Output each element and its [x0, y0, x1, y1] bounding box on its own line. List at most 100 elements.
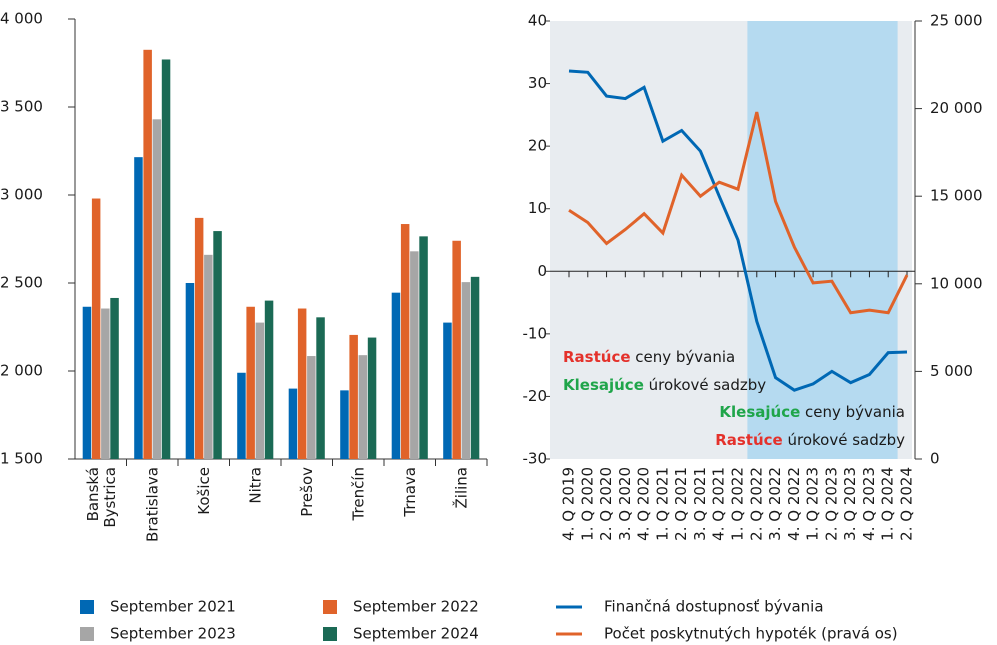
y-tick-label: 10 [528, 199, 547, 217]
x-tick-label: BanskáBystrica [83, 467, 118, 528]
bar [452, 240, 461, 459]
bar [349, 334, 358, 459]
y2-tick-label: 0 [930, 450, 940, 468]
annotation-part: Rastúce [715, 431, 783, 449]
bar [143, 49, 152, 460]
x-tick-label: Prešov [297, 467, 315, 517]
x-tick-label: Žilina [451, 467, 470, 508]
annotation: Rastúce ceny bývania [563, 348, 735, 366]
x-tick-label: 4. Q 2022 [785, 467, 803, 541]
annotation-part: ceny bývania [800, 403, 905, 421]
bar [185, 283, 195, 459]
bar [443, 322, 452, 459]
y-tick-label: -30 [523, 450, 548, 468]
annotation-part: úrokové sadzby [644, 376, 766, 394]
y-tick-label: 1 500 [0, 450, 43, 468]
x-tick-label: 4. Q 2023 [860, 467, 878, 541]
y-tick-label: 2 500 [0, 274, 43, 292]
y-tick-label: 30 [528, 74, 547, 92]
legend-swatch [80, 627, 94, 641]
x-tick-label: Trnava [400, 467, 418, 518]
label-line: Trnava [400, 467, 418, 518]
bar [391, 292, 401, 459]
bar [91, 198, 101, 459]
bar [134, 157, 143, 459]
y-tick-label: -10 [523, 324, 548, 342]
legend-label: Finančná dostupnosť bývania [604, 598, 824, 616]
x-tick-label: Nitra [246, 467, 264, 504]
y2-tick-label: 15 000 [930, 187, 983, 205]
bar [316, 317, 325, 459]
shaded-region [747, 21, 898, 459]
bar [400, 224, 410, 459]
y-tick-label: 3 000 [0, 186, 43, 204]
x-tick-label: 2. Q 2023 [822, 467, 840, 541]
legend-label: September 2023 [110, 625, 236, 643]
legend-swatch [323, 627, 337, 641]
annotation: Klesajúce úrokové sadzby [563, 376, 766, 394]
bar [288, 388, 298, 459]
line [568, 69, 908, 392]
annotation-part: Klesajúce [563, 376, 644, 394]
legend-label: Počet poskytnutých hypoték (pravá os) [604, 625, 898, 643]
y-tick-label: 20 [528, 137, 547, 155]
annotation: Klesajúce ceny bývania [719, 403, 905, 421]
label-line: Trenčín [349, 467, 367, 521]
x-tick-label: 2. Q 2020 [597, 467, 615, 541]
x-tick-label: 1. Q 2020 [578, 467, 596, 541]
label-line: Banská [83, 467, 101, 521]
bar [358, 355, 368, 459]
bar [204, 254, 213, 459]
label-line: Žilina [451, 467, 470, 508]
x-tick-label: 1. Q 2024 [879, 467, 897, 541]
x-tick-label: 3. Q 2021 [691, 467, 709, 541]
bar [101, 308, 110, 459]
y2-tick-label: 25 000 [930, 12, 983, 30]
x-tick-label: 3. Q 2022 [766, 467, 784, 541]
x-tick-label: 4. Q 2021 [710, 467, 728, 541]
y2-tick-label: 10 000 [930, 274, 983, 292]
legend-label: September 2022 [353, 598, 479, 616]
line [568, 111, 909, 315]
annotation-part: Rastúce [563, 348, 631, 366]
x-tick-label: Trenčín [349, 467, 367, 521]
legend-label: September 2024 [353, 625, 479, 643]
label-line: Košice [194, 467, 212, 515]
bar [152, 119, 162, 459]
y-tick-label: -20 [523, 387, 548, 405]
label-line: Prešov [297, 467, 315, 517]
annotation-part: úrokové sadzby [783, 431, 905, 449]
y-tick-label: 40 [528, 12, 547, 30]
bar [246, 306, 255, 459]
bar [340, 390, 349, 459]
bar [237, 372, 246, 459]
y-tick-label: 2 000 [0, 362, 43, 380]
bar [255, 322, 265, 459]
bar [307, 356, 316, 459]
y2-tick-label: 5 000 [930, 362, 973, 380]
x-tick-label: Bratislava [143, 467, 161, 542]
legend-swatch [80, 600, 94, 614]
y-tick-label: 3 500 [0, 98, 43, 116]
bar [194, 217, 204, 459]
x-tick-label: 4. Q 2020 [635, 467, 653, 541]
bar [419, 236, 428, 459]
x-tick-label: 3. Q 2020 [616, 467, 634, 541]
x-tick-label: 2. Q 2024 [898, 467, 916, 541]
bar [110, 297, 119, 459]
label-line: Bystrica [100, 467, 118, 528]
legend-swatch [323, 600, 337, 614]
label-line: Nitra [246, 467, 264, 504]
x-tick-label: 4. Q 2019 [560, 467, 578, 541]
x-tick-label: 1. Q 2023 [804, 467, 822, 541]
annotation: Rastúce úrokové sadzby [715, 431, 905, 449]
bar [470, 276, 480, 459]
bar [367, 337, 377, 459]
legend-label: September 2021 [110, 598, 236, 616]
y-tick-label: 0 [537, 262, 547, 280]
x-tick-label: 1. Q 2021 [653, 467, 671, 541]
bar [410, 251, 419, 459]
bar [161, 59, 171, 459]
x-tick-label: Košice [194, 467, 212, 515]
